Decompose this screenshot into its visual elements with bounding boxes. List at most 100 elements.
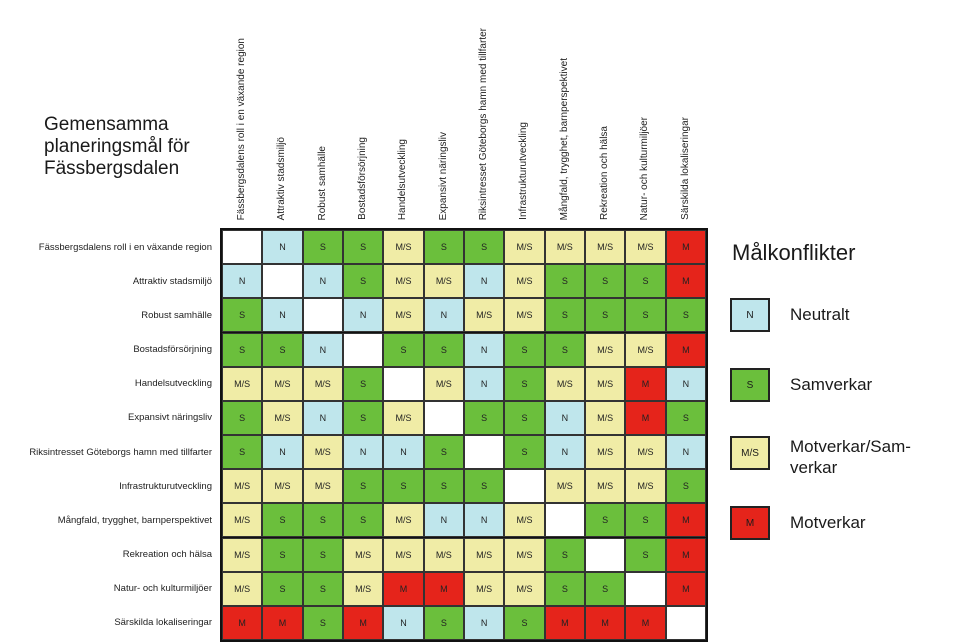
column-header-label: Riksintresset Göteborgs hamn med tillfar…	[478, 27, 490, 220]
matrix-cell: M/S	[625, 332, 666, 367]
matrix-cell: S	[665, 469, 706, 504]
matrix-cell: M	[262, 605, 303, 640]
column-header: Handelsutveckling	[383, 0, 423, 220]
matrix-cell: M/S	[544, 469, 585, 504]
matrix-cell: N	[383, 435, 424, 470]
matrix-cell	[665, 605, 706, 640]
matrix-cell: M/S	[222, 469, 263, 504]
matrix-cell: M/S	[504, 298, 545, 333]
matrix-cell: M/S	[504, 264, 545, 299]
matrix-cell: N	[262, 298, 303, 333]
column-header-label: Expansivt näringsliv	[437, 131, 449, 220]
matrix-cell: S	[423, 332, 464, 367]
legend-label: Motverkar/Sam-verkar	[790, 437, 911, 477]
column-header: Robust samhälle	[303, 0, 343, 220]
matrix-cell: S	[544, 571, 585, 606]
matrix-cell: M/S	[585, 400, 626, 435]
matrix-cell: M/S	[302, 366, 343, 401]
matrix-cell: N	[222, 264, 263, 299]
matrix-cell: S	[222, 435, 263, 470]
matrix-cell: S	[504, 400, 545, 435]
matrix-cell: M/S	[383, 537, 424, 572]
column-header-label: Robust samhälle	[316, 145, 328, 220]
row-label: Mångfald, trygghet, barnperspektivet	[57, 514, 212, 526]
matrix-cell: S	[302, 537, 343, 572]
matrix-cell: M/S	[383, 298, 424, 333]
row-label: Särskilda lokaliseringar	[114, 617, 212, 629]
matrix-cell: M/S	[504, 537, 545, 572]
matrix-cell	[222, 230, 263, 265]
matrix-cell: S	[625, 537, 666, 572]
matrix-cell: M/S	[222, 366, 263, 401]
matrix-cell: M	[665, 230, 706, 265]
legend-title: Målkonflikter	[732, 240, 856, 265]
column-header: Rekreation och hälsa	[585, 0, 625, 220]
matrix-cell: M/S	[464, 571, 505, 606]
matrix-cell: M	[585, 605, 626, 640]
legend-label: Motverkar	[790, 513, 866, 532]
column-header-label: Fässbergsdalens roll i en växande region	[236, 37, 248, 220]
column-header: Natur- och kulturmiljöer	[625, 0, 665, 220]
column-header-label: Infrastrukturutveckling	[518, 122, 530, 220]
matrix-cell: M/S	[585, 435, 626, 470]
matrix-cell: S	[585, 298, 626, 333]
matrix-cell: N	[383, 605, 424, 640]
matrix-cell	[423, 400, 464, 435]
matrix-cell: S	[544, 332, 585, 367]
matrix-cell: S	[544, 298, 585, 333]
row-label: Natur- och kulturmiljöer	[113, 583, 212, 595]
row-label: Handelsutveckling	[134, 378, 212, 390]
matrix-cell: S	[262, 332, 303, 367]
matrix-cell: M/S	[262, 400, 303, 435]
matrix-cell: S	[504, 605, 545, 640]
matrix-cell: M/S	[585, 469, 626, 504]
matrix-cell: S	[504, 435, 545, 470]
column-header: Attraktiv stadsmiljö	[262, 0, 302, 220]
matrix-cell: S	[504, 366, 545, 401]
matrix-cell: S	[262, 571, 303, 606]
matrix-cell: S	[585, 503, 626, 538]
legend-label: Samverkar	[790, 375, 873, 394]
matrix-cell: S	[504, 332, 545, 367]
matrix-cell: S	[302, 503, 343, 538]
conflict-matrix: N S S M/S S S M/S M/S M/S M/S M N N S M/S M/S N M/S S S S M S N…	[220, 228, 708, 642]
matrix-cell: M	[222, 605, 263, 640]
matrix-cell	[302, 298, 343, 333]
matrix-cell: S	[343, 503, 384, 538]
matrix-cell: M/S	[504, 503, 545, 538]
matrix-cell	[504, 469, 545, 504]
row-label: Fässbergsdalens roll i en växande region	[38, 241, 212, 253]
row-labels: Fässbergsdalens roll i en växande region…	[0, 228, 216, 642]
column-header-label: Natur- och kulturmiljöer	[639, 116, 651, 220]
matrix-cell: N	[464, 332, 505, 367]
matrix-cell: S	[464, 400, 505, 435]
matrix-cell: M/S	[504, 571, 545, 606]
matrix-cell: M	[625, 400, 666, 435]
legend-swatch: S	[730, 368, 770, 402]
matrix-cell: S	[625, 264, 666, 299]
matrix-cell: N	[464, 503, 505, 538]
legend-swatch: N	[730, 298, 770, 332]
matrix-cell: M/S	[625, 230, 666, 265]
matrix-cell: N	[464, 366, 505, 401]
column-header: Bostadsförsörjning	[343, 0, 383, 220]
column-header-label: Mångfald, trygghet, barnperspektivet	[558, 57, 570, 220]
matrix-cell: M/S	[464, 298, 505, 333]
matrix-cell: S	[383, 469, 424, 504]
legend-label: Neutralt	[790, 305, 850, 324]
matrix-cell: S	[423, 469, 464, 504]
matrix-cell	[262, 264, 303, 299]
matrix-cell: M	[665, 503, 706, 538]
matrix-cell: S	[343, 366, 384, 401]
matrix-cell: S	[222, 332, 263, 367]
matrix-cell: M	[343, 605, 384, 640]
matrix-cell: S	[222, 400, 263, 435]
matrix-cell	[544, 503, 585, 538]
matrix-cell: S	[343, 400, 384, 435]
matrix-cell: M/S	[222, 503, 263, 538]
matrix-cell: N	[544, 435, 585, 470]
matrix-cell: M/S	[383, 230, 424, 265]
matrix-cell: N	[302, 400, 343, 435]
matrix-cell: M	[544, 605, 585, 640]
column-header-label: Attraktiv stadsmiljö	[276, 136, 288, 220]
